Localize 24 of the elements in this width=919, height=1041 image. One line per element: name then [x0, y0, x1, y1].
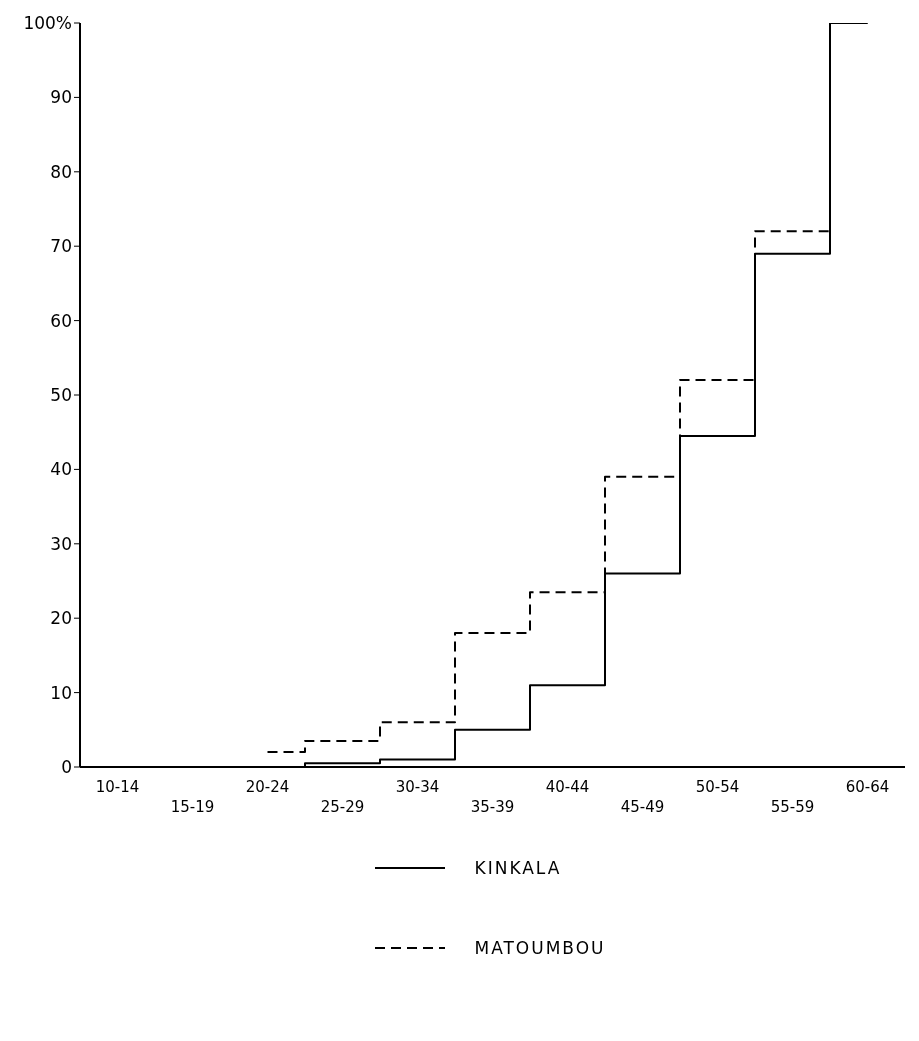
x-tick-label: 60-64 — [845, 778, 890, 796]
x-tick-label: 30-34 — [395, 778, 440, 796]
y-tick-label: 20 — [50, 608, 72, 629]
y-tick-label: 0 — [61, 757, 72, 778]
legend-label: KINKALA — [474, 858, 563, 878]
y-tick-label: 90 — [50, 87, 72, 108]
legend-label: MATOUMBOU — [474, 938, 606, 958]
x-tick-label: 10-14 — [95, 778, 140, 796]
x-tick-label: 25-29 — [320, 798, 365, 816]
y-tick-label: 50 — [50, 385, 72, 406]
x-tick-label: 55-59 — [770, 798, 815, 816]
x-tick-label: 35-39 — [470, 798, 515, 816]
x-tick-label: 15-19 — [170, 798, 215, 816]
y-tick-label: 100% — [23, 13, 72, 34]
y-tick-label: 70 — [50, 236, 72, 257]
x-tick-label: 45-49 — [620, 798, 665, 816]
y-tick-label: 80 — [50, 161, 72, 182]
x-tick-label: 50-54 — [695, 778, 740, 796]
y-tick-label: 40 — [50, 459, 72, 480]
x-tick-label: 40-44 — [545, 778, 590, 796]
y-tick-label: 10 — [50, 682, 72, 703]
x-tick-label: 20-24 — [245, 778, 290, 796]
y-tick-label: 30 — [50, 533, 72, 554]
y-tick-label: 60 — [50, 310, 72, 331]
